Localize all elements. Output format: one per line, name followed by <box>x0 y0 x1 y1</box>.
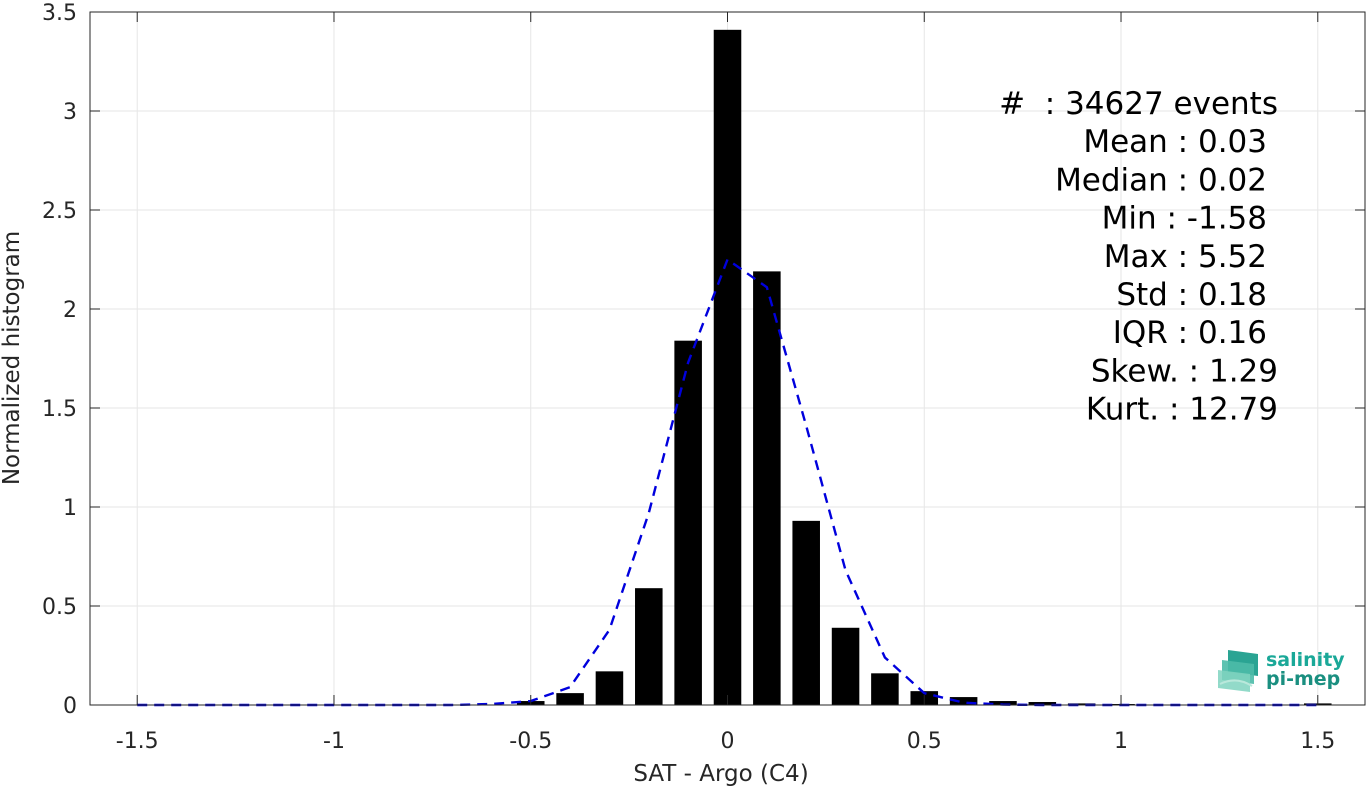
stats-line-6: IQR : 0.16 <box>1113 315 1267 351</box>
bar-6 <box>753 271 781 705</box>
stats-line-8: Kurt. : 12.79 <box>1086 392 1278 428</box>
x-tick-label-2: -0.5 <box>509 729 552 754</box>
y-tick-label-6: 3 <box>63 100 77 125</box>
bar-3 <box>635 588 663 705</box>
bars-group <box>516 29 1332 705</box>
y-tick-labels: 0 0.5 1 1.5 2 2.5 3 3.5 <box>42 1 77 719</box>
stats-line-2: Median : 0.02 <box>1055 162 1267 198</box>
bar-1 <box>556 693 584 705</box>
y-tick-label-0: 0 <box>63 694 77 719</box>
bar-7 <box>792 520 820 705</box>
stats-line-0: # : 34627 events <box>999 86 1278 122</box>
x-tick-labels: -1.5 -1 -0.5 0 0.5 1 1.5 <box>116 729 1336 754</box>
bar-11 <box>949 697 978 705</box>
stats-line-3: Min : -1.58 <box>1102 201 1267 237</box>
x-tick-label-5: 1 <box>1114 729 1128 754</box>
wave-logo-icon <box>1218 650 1258 692</box>
bar-12 <box>989 701 1017 705</box>
logo-line-2: pi-mep <box>1266 668 1340 690</box>
bar-14 <box>1067 703 1096 705</box>
y-axis-label: Normalized histogram <box>0 231 25 485</box>
axis-ticks <box>90 11 1365 706</box>
y-tick-label-4: 2 <box>63 298 77 323</box>
stats-line-4: Max : 5.52 <box>1104 239 1267 275</box>
bar-8 <box>831 627 860 705</box>
x-tick-label-1: -1 <box>323 729 345 754</box>
y-tick-label-5: 2.5 <box>42 199 77 224</box>
bar-2 <box>595 671 624 705</box>
bar-4 <box>674 340 702 705</box>
bar-13 <box>1028 702 1057 705</box>
x-axis-label: SAT - Argo (C4) <box>633 761 808 787</box>
x-tick-label-0: -1.5 <box>116 729 159 754</box>
stats-line-5: Std : 0.18 <box>1116 277 1267 313</box>
x-tick-label-4: 0.5 <box>907 729 942 754</box>
stats-line-7: Skew. : 1.29 <box>1091 353 1278 389</box>
stats-line-1: Mean : 0.03 <box>1083 124 1267 160</box>
bar-9 <box>871 673 899 705</box>
logo-line-1: salinity <box>1266 649 1345 671</box>
y-tick-label-3: 1.5 <box>42 397 77 422</box>
x-tick-label-6: 1.5 <box>1300 729 1335 754</box>
y-tick-label-2: 1 <box>63 496 77 521</box>
x-tick-label-3: 0 <box>721 729 735 754</box>
y-tick-label-1: 0.5 <box>42 595 77 620</box>
y-tick-label-7: 3.5 <box>42 1 77 26</box>
salinity-pi-mep-logo: salinity pi-mep <box>1218 649 1345 692</box>
bar-5 <box>713 29 742 705</box>
